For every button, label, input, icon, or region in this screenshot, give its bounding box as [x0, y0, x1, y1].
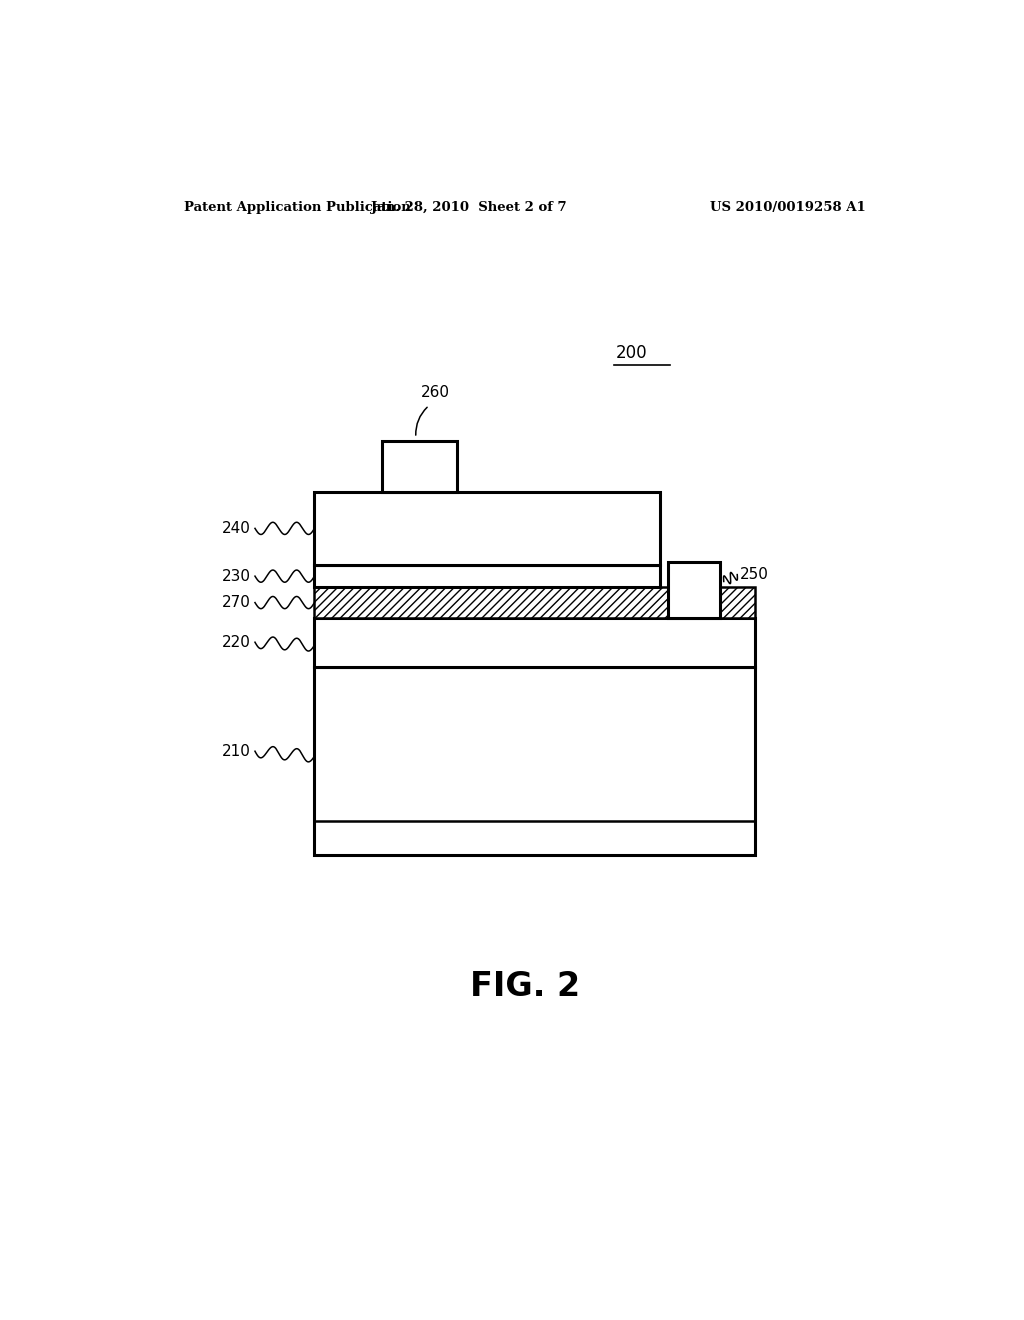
Bar: [314, 667, 755, 854]
Text: 210: 210: [222, 743, 251, 759]
Text: 220: 220: [222, 635, 251, 649]
Text: US 2010/0019258 A1: US 2010/0019258 A1: [711, 201, 866, 214]
Text: 270: 270: [222, 595, 251, 610]
Bar: [314, 587, 755, 618]
Text: Patent Application Publication: Patent Application Publication: [183, 201, 411, 214]
Bar: [382, 441, 458, 492]
Bar: [314, 492, 660, 565]
Bar: [669, 562, 720, 618]
Text: 260: 260: [421, 384, 450, 400]
Text: 200: 200: [616, 343, 648, 362]
Text: 230: 230: [222, 569, 251, 583]
Bar: [314, 565, 660, 587]
Bar: [314, 618, 755, 667]
Text: 240: 240: [222, 521, 251, 536]
Text: 250: 250: [739, 568, 768, 582]
Text: FIG. 2: FIG. 2: [470, 970, 580, 1003]
Text: Jan. 28, 2010  Sheet 2 of 7: Jan. 28, 2010 Sheet 2 of 7: [372, 201, 567, 214]
